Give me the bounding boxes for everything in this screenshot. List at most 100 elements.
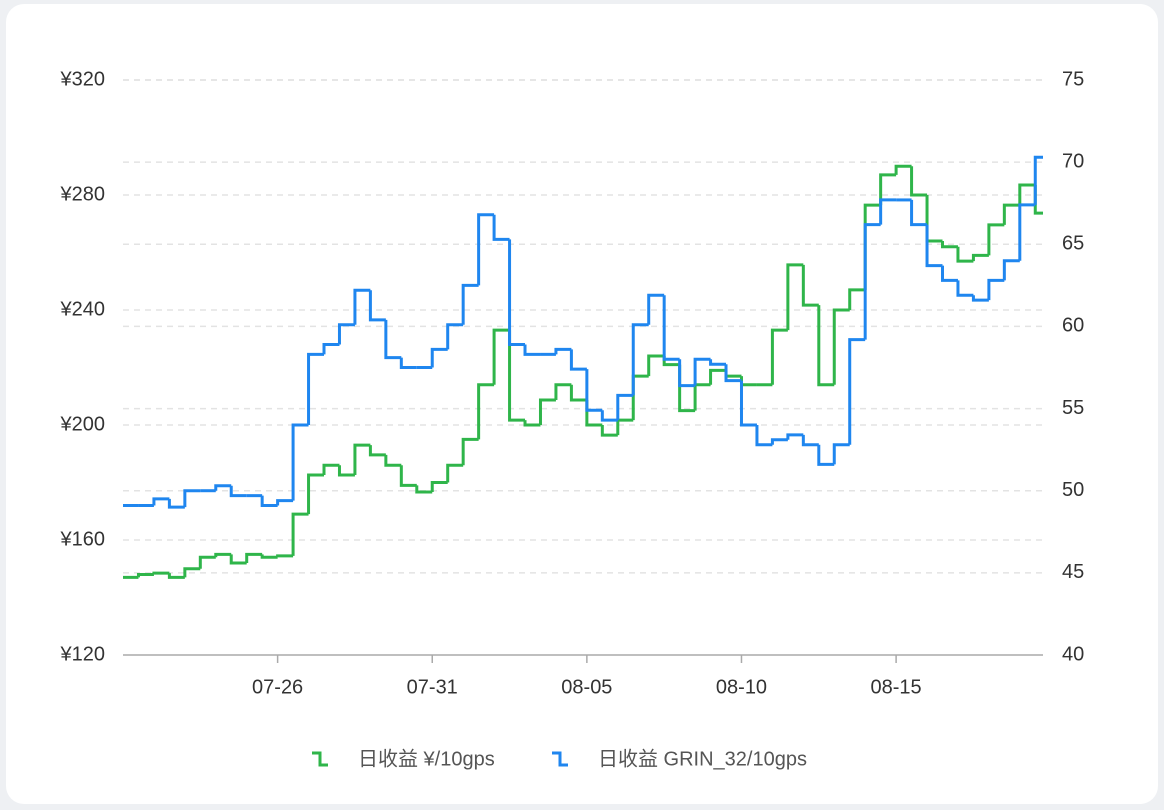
line-segment	[1002, 259, 1020, 281]
line-segment	[940, 265, 958, 282]
line-segment	[987, 278, 1005, 301]
line-segment	[477, 213, 495, 286]
line-segment	[384, 454, 402, 467]
line-segment	[863, 223, 881, 340]
line-segment	[817, 305, 835, 387]
line-segment	[523, 420, 541, 427]
line-segment	[430, 347, 448, 368]
line-segment	[770, 438, 788, 445]
line-segment	[848, 288, 866, 310]
line-segment	[600, 410, 618, 422]
line-segment	[647, 354, 665, 377]
y2-tick-label: 65	[1062, 233, 1084, 255]
x-tick-label: 08-05	[561, 676, 612, 698]
line-segment	[214, 552, 232, 558]
y-tick-label: ¥280	[60, 183, 106, 205]
legend-label: 日收益 ¥/10gps	[358, 747, 495, 770]
line-segment	[337, 323, 355, 345]
line-segment	[245, 552, 263, 563]
line-segment	[554, 347, 572, 355]
line-segment	[709, 368, 727, 385]
line-segment	[925, 195, 943, 243]
y2-tick-label: 55	[1062, 397, 1084, 419]
line-segment	[817, 444, 835, 466]
line-segment	[724, 370, 742, 378]
y2-tick-label: 45	[1062, 561, 1084, 583]
line-segment	[678, 364, 696, 413]
x-tick-label: 08-10	[716, 676, 767, 698]
line-segment	[430, 481, 448, 492]
series-line	[123, 164, 1043, 579]
line-segment	[229, 554, 247, 565]
line-segment	[894, 164, 912, 175]
line-segment	[631, 374, 649, 421]
line-segment	[353, 288, 371, 325]
line-segment	[152, 497, 170, 506]
line-segment	[662, 295, 680, 361]
y-tick-label: ¥320	[60, 68, 106, 90]
line-segment	[260, 495, 278, 507]
y-tick-label: ¥200	[60, 413, 106, 435]
line-segment	[477, 383, 495, 440]
line-segment	[569, 349, 587, 371]
line-segment	[770, 328, 788, 385]
line-segment	[384, 319, 402, 360]
line-segment	[492, 214, 510, 241]
line-segment	[461, 437, 479, 466]
line-segment	[863, 203, 881, 290]
line-segment	[198, 555, 216, 569]
line-segment	[260, 554, 278, 559]
y-tick-label: ¥160	[60, 528, 106, 550]
line-segment	[940, 241, 958, 249]
line-segment	[399, 465, 417, 487]
line-segment	[167, 573, 185, 579]
line-segment	[631, 323, 649, 396]
legend-icon	[552, 751, 568, 767]
line-segment	[368, 290, 386, 322]
y-tick-label: ¥120	[60, 643, 106, 665]
line-segment	[569, 384, 587, 402]
line-segment	[585, 399, 603, 427]
line-segment	[461, 283, 479, 325]
line-segment	[399, 357, 417, 369]
line-segment	[585, 369, 603, 412]
y2-tick-label: 60	[1062, 315, 1084, 337]
line-segment	[1002, 203, 1020, 225]
line-segment	[647, 293, 665, 325]
line-segment	[229, 485, 247, 498]
line-segment	[1018, 203, 1036, 261]
line-segment	[554, 383, 572, 400]
legend-label: 日收益 GRIN_32/10gps	[598, 747, 807, 770]
line-segment	[755, 425, 773, 447]
line-segment	[709, 359, 727, 366]
line-segment	[971, 253, 989, 262]
line-segment	[848, 338, 866, 445]
x-tick-label: 08-15	[871, 676, 922, 698]
x-tick-label: 07-26	[252, 676, 303, 698]
line-segment	[446, 323, 464, 350]
line-segment	[167, 498, 185, 509]
line-segment	[616, 418, 634, 436]
line-segment	[291, 512, 309, 556]
x-tick-label: 07-31	[407, 676, 458, 698]
line-segment	[523, 344, 541, 356]
line-segment	[214, 484, 232, 491]
line-segment	[368, 445, 386, 457]
legend-icon	[312, 751, 328, 767]
line-segment	[786, 433, 804, 440]
line-segment	[956, 280, 974, 297]
line-segment	[616, 393, 634, 421]
line-segment	[987, 223, 1005, 256]
line-segment	[307, 473, 325, 515]
line-segment	[508, 330, 526, 422]
line-segment	[832, 308, 850, 385]
line-segment	[492, 328, 510, 385]
line-segment	[291, 423, 309, 501]
line-segment	[832, 443, 850, 465]
line-segment	[353, 443, 371, 476]
line-segment	[678, 359, 696, 388]
line-segment	[801, 434, 819, 447]
line-segment	[910, 166, 928, 197]
y2-tick-label: 75	[1062, 68, 1084, 90]
line-segment	[1018, 183, 1036, 206]
